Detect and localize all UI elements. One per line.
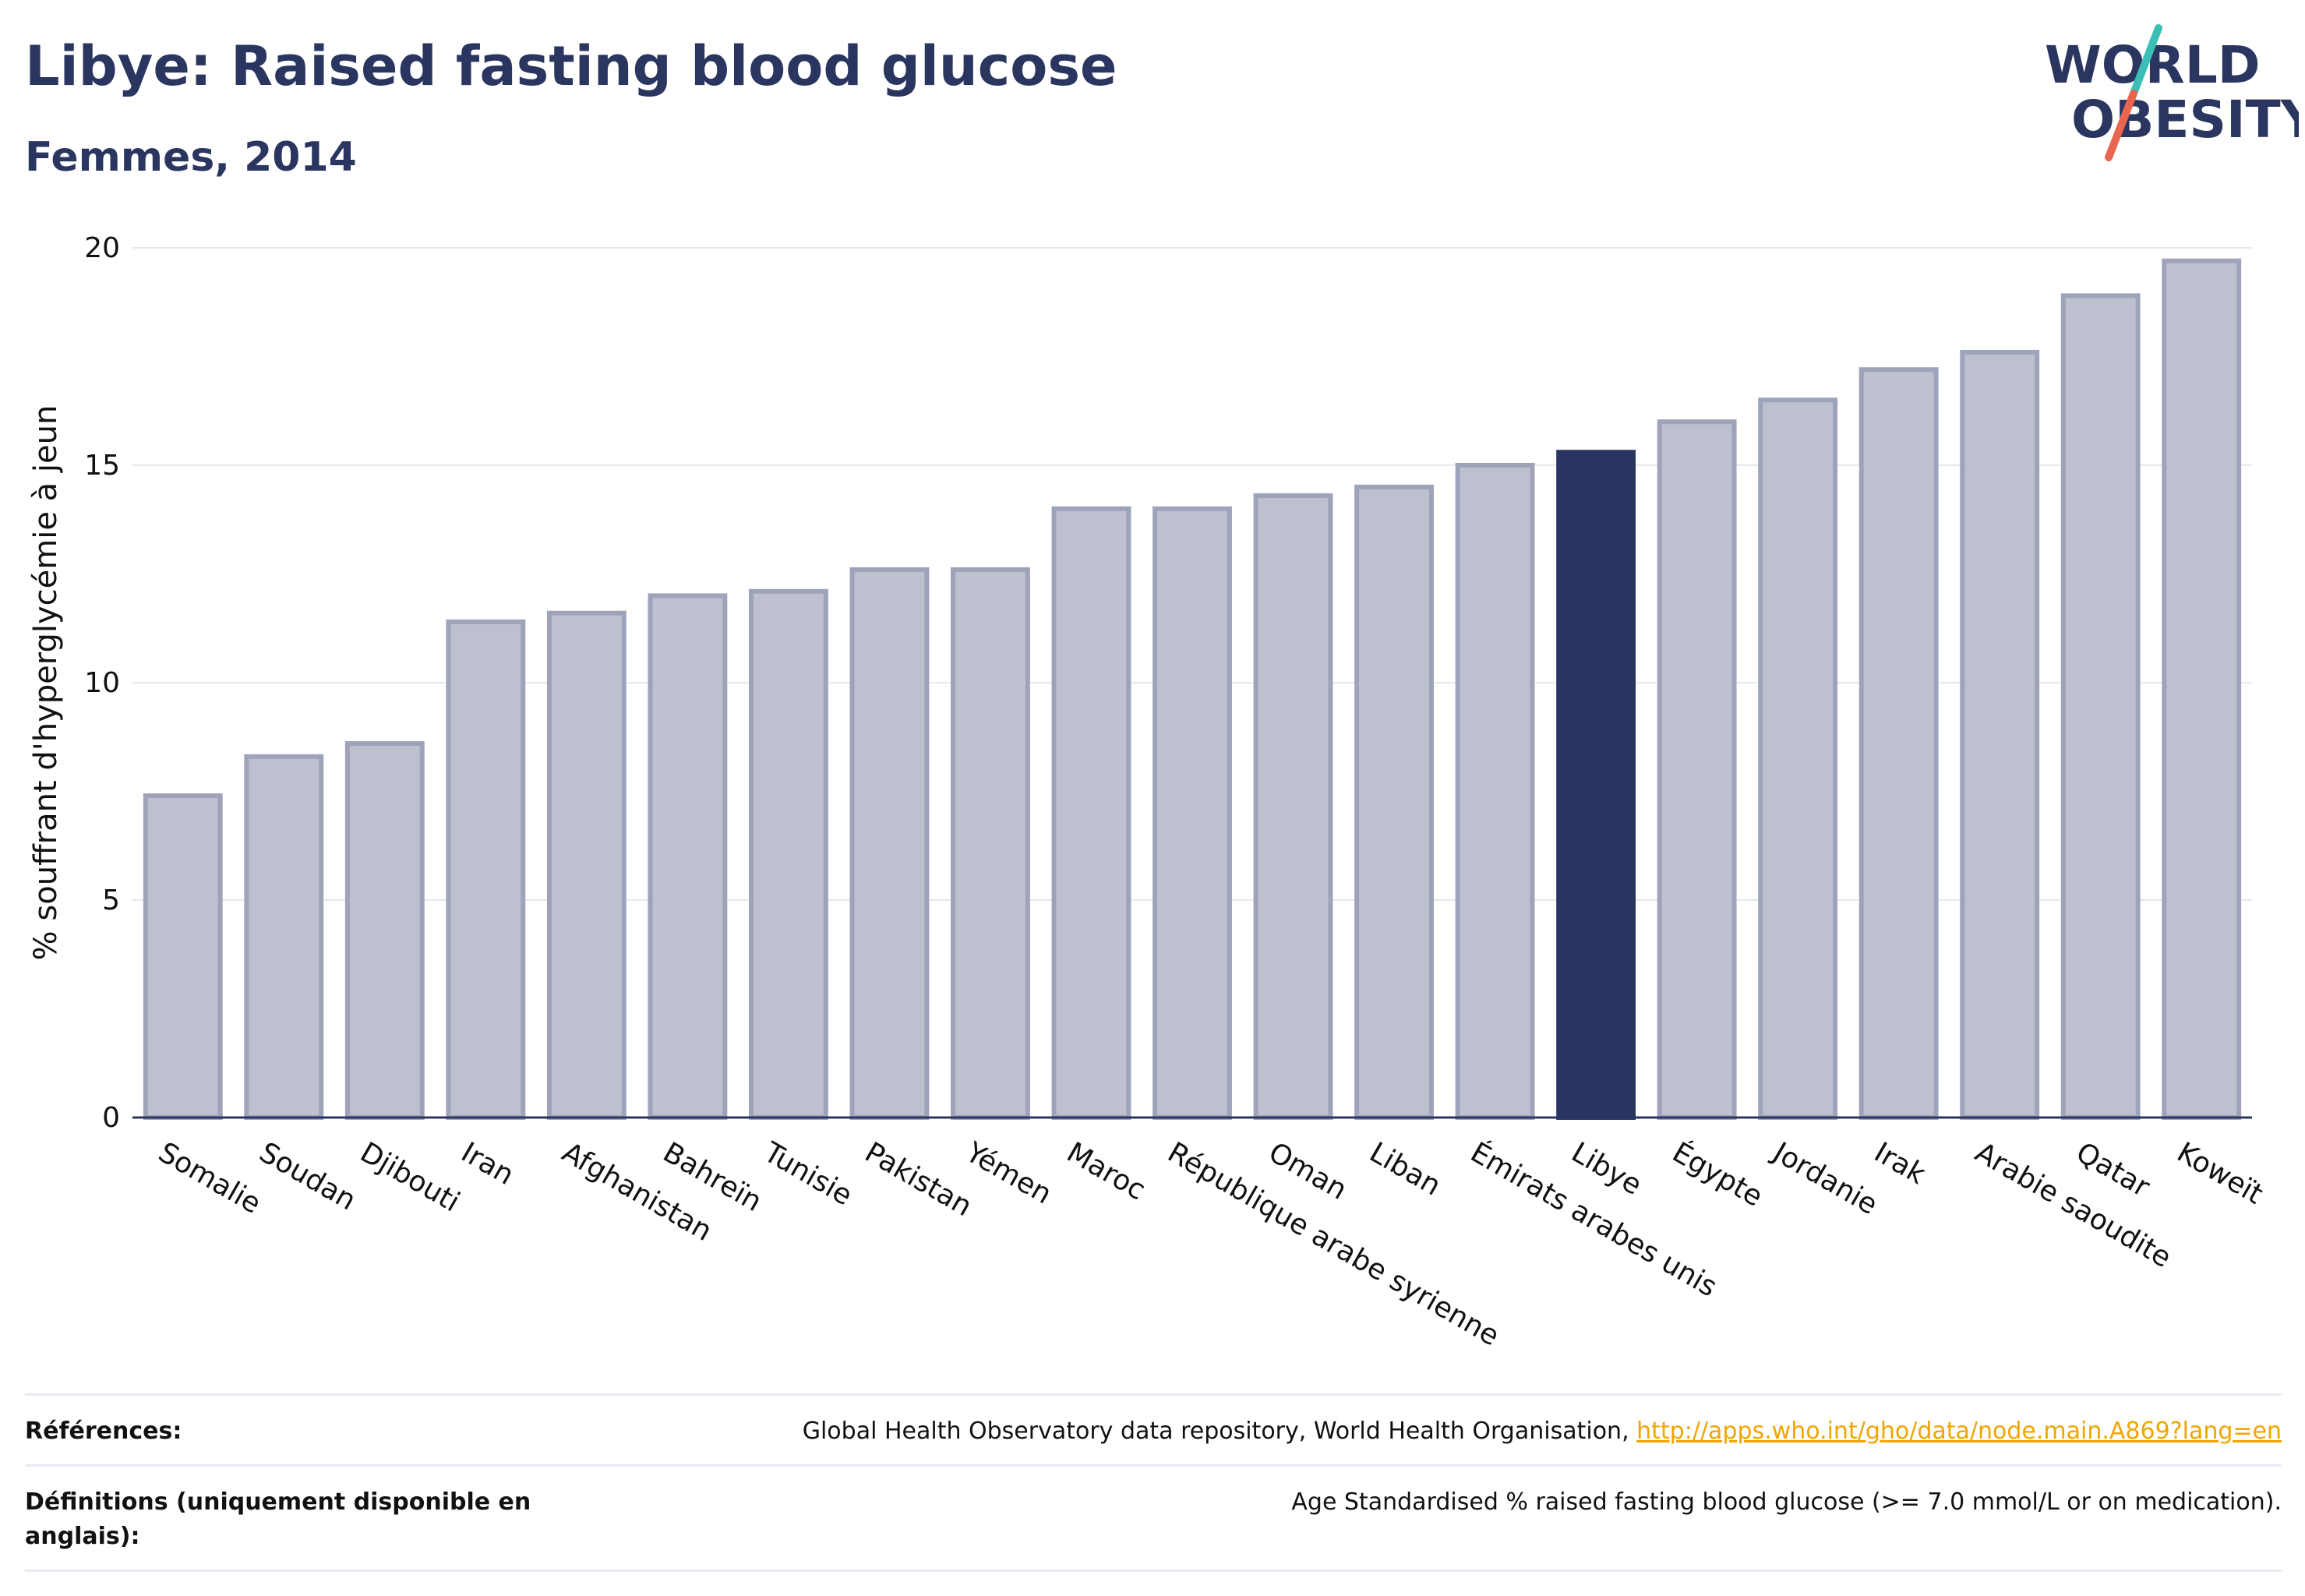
bar [1758, 397, 1838, 1120]
bar [748, 588, 828, 1120]
bar [446, 619, 526, 1120]
x-tick-label: Jordanie [1767, 1135, 1883, 1221]
x-tick-label: Maroc [1061, 1136, 1151, 1206]
definitions-value: Age Standardised % raised fasting blood … [1291, 1488, 2282, 1516]
bars [143, 258, 2242, 1121]
bar [1960, 349, 2040, 1121]
bar [2162, 258, 2242, 1120]
bar [648, 593, 728, 1120]
chart-footer: Références: Global Health Observatory da… [25, 1393, 2282, 1572]
x-tick-label: Somalie [153, 1136, 266, 1220]
references-text: Global Health Observatory data repositor… [802, 1418, 1637, 1445]
bar [1253, 493, 1333, 1120]
bar [344, 741, 425, 1120]
bar [1152, 506, 1232, 1120]
bar [1858, 367, 1939, 1120]
references-row: Références: Global Health Observatory da… [25, 1393, 2282, 1464]
y-axis-title: % souffrant d'hyperglycémie à jeun [28, 405, 64, 961]
x-tick-label: Koweït [2172, 1136, 2268, 1210]
bar [1354, 484, 1434, 1120]
y-tick-labels: 0 5 10 15 20 [84, 232, 120, 1134]
references-label: Références: [25, 1418, 182, 1445]
references-link[interactable]: http://apps.who.int/gho/data/node.main.A… [1636, 1418, 2282, 1445]
x-tick-label: Iran [456, 1136, 519, 1192]
logo-line-obesity: OBESITY [2071, 90, 2299, 150]
x-tick-label: Irak [1869, 1136, 1931, 1191]
x-tick-label: Pakistan [860, 1136, 977, 1223]
y-tick-label: 10 [84, 667, 120, 699]
bar [1455, 463, 1535, 1120]
y-tick-label: 5 [102, 885, 120, 916]
bar [244, 754, 324, 1120]
logo-slash-top [2130, 24, 2162, 97]
definitions-row: Définitions (uniquement disponible en an… [25, 1464, 2282, 1572]
bar-highlighted [1556, 450, 1636, 1120]
definitions-label: Définitions (uniquement disponible en an… [25, 1488, 531, 1550]
x-tick-label: Arabie saoudite [1970, 1136, 2176, 1274]
logo-slash-bottom [2105, 90, 2137, 161]
references-value: Global Health Observatory data repositor… [803, 1414, 2282, 1449]
bar [951, 567, 1030, 1120]
y-tick-label: 15 [84, 450, 120, 482]
y-tick-label: 0 [102, 1102, 120, 1134]
world-obesity-logo: WORLD OBESITY [2045, 24, 2299, 161]
bar [143, 793, 223, 1121]
bar [1051, 506, 1131, 1120]
chart-title: Libye: Raised fasting blood glucose [25, 34, 1117, 98]
x-tick-label: Soudan [254, 1136, 362, 1216]
bar [546, 610, 627, 1120]
bar [2060, 293, 2141, 1120]
bar [1657, 419, 1737, 1120]
x-tick-label: Liban [1364, 1136, 1446, 1202]
y-tick-label: 20 [84, 232, 120, 264]
chart-subtitle: Femmes, 2014 [25, 134, 357, 181]
bar [849, 567, 930, 1120]
x-tick-label: Djibouti [355, 1136, 464, 1218]
x-tick-label: Tunisie [758, 1136, 858, 1213]
x-tick-label: Égypte [1667, 1135, 1768, 1213]
